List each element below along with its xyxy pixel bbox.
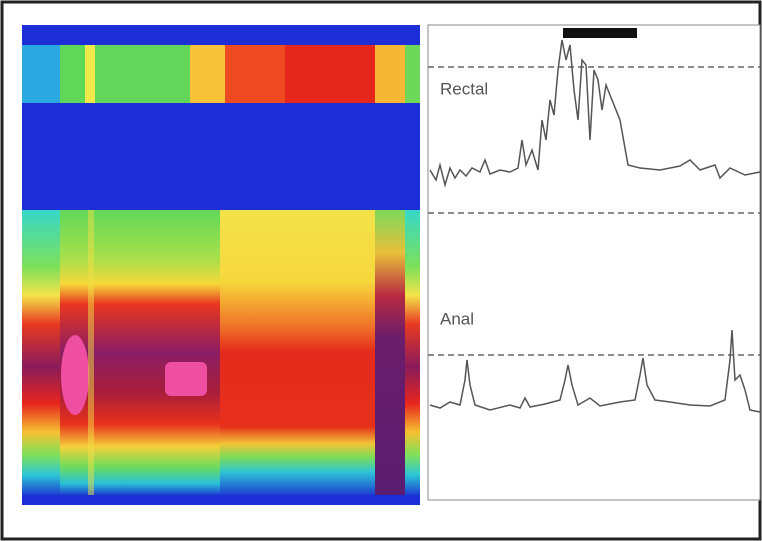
trace-label: Rectal bbox=[440, 79, 488, 98]
figure: Rectal Anal bbox=[0, 0, 762, 541]
event-bar bbox=[563, 28, 637, 38]
heatmap-cell bbox=[375, 45, 405, 103]
heatmap-column bbox=[22, 210, 60, 495]
pressure-topography bbox=[22, 25, 420, 505]
heatmap-column bbox=[405, 210, 420, 495]
heatmap-cell bbox=[405, 45, 420, 103]
heatmap-cell bbox=[190, 45, 225, 103]
traces-panel: Rectal Anal bbox=[428, 25, 760, 500]
heatmap-cell bbox=[60, 45, 85, 103]
heatmap-cell bbox=[22, 45, 60, 103]
trace-label: Anal bbox=[440, 309, 474, 328]
heatmap-peak bbox=[165, 362, 207, 396]
heatmap-cell bbox=[95, 45, 190, 103]
heatmap-cell bbox=[285, 45, 375, 103]
heatmap-cell bbox=[225, 45, 285, 103]
heatmap-column bbox=[220, 210, 375, 495]
heatmap-column bbox=[375, 210, 405, 495]
heatmap-cell bbox=[85, 45, 95, 103]
heatmap-peak bbox=[61, 335, 89, 415]
heatmap-streak bbox=[88, 210, 94, 495]
